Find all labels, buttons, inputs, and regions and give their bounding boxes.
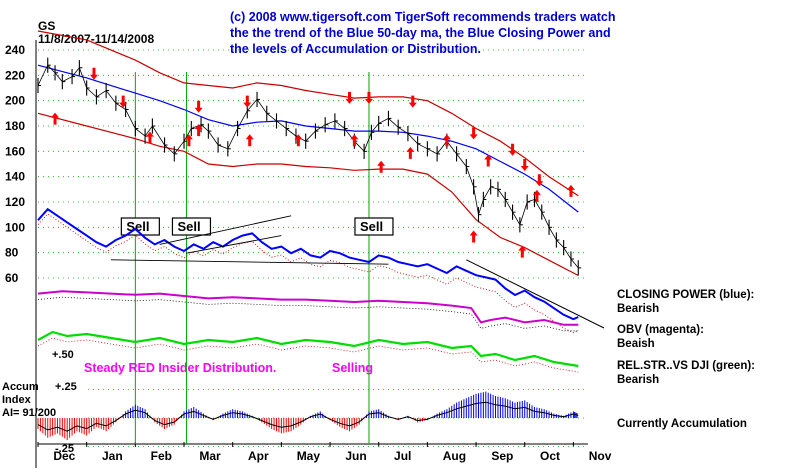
obv-ma-line [37, 296, 579, 332]
up-arrow [194, 124, 203, 137]
insider-annotation: Steady RED Insider Distribution. [84, 361, 276, 375]
month-label: Mar [199, 449, 221, 463]
cp-trendline-2 [186, 235, 282, 254]
obv-title: OBV (magenta): [617, 324, 704, 336]
commentary-line-3: the levels of Accumulation or Distributi… [230, 42, 481, 56]
month-label: Sep [491, 449, 513, 463]
sell-signal-label: Sell [360, 219, 383, 234]
accum-ai-value: AI= 91/200 [2, 407, 56, 419]
down-arrow [364, 91, 373, 104]
level-50-label: +.50 [52, 349, 74, 361]
up-arrow [294, 134, 303, 147]
y-tick-label: 60 [5, 271, 19, 285]
month-label: Aug [443, 449, 466, 463]
commentary-line-2: the the trend of the Blue 50-day ma, the… [230, 26, 611, 40]
y-tick-label: 240 [5, 43, 25, 57]
up-arrow [532, 189, 541, 202]
down-arrow [469, 127, 478, 140]
up-arrow [518, 245, 527, 258]
accum-bottom-level: -.25 [55, 443, 74, 455]
cp-trendline-1 [159, 215, 292, 245]
accum-title-1: Accum [2, 381, 39, 393]
y-tick-label: 180 [5, 119, 25, 133]
month-label: Nov [589, 449, 612, 463]
lower-band-line [37, 112, 579, 277]
closing-power-line [37, 207, 579, 321]
up-arrow [184, 134, 193, 147]
down-arrow [408, 95, 417, 108]
obv-line [37, 290, 579, 326]
relstr-status: Bearish [617, 374, 659, 386]
cp-downtrend-line [466, 259, 605, 329]
closing-power-ma-line [37, 213, 579, 334]
down-arrow [535, 174, 544, 187]
accum-status: Currently Accumulation [617, 418, 747, 430]
y-tick-label: 140 [5, 170, 25, 184]
cp-support-line [111, 259, 389, 265]
down-arrow [508, 143, 517, 156]
accum-title-2: Index [2, 394, 32, 406]
month-label: Apr [248, 449, 269, 463]
month-label: Feb [151, 449, 172, 463]
closing-power-title: CLOSING POWER (blue): [617, 289, 754, 301]
down-arrow [243, 95, 252, 108]
relstr-line [37, 330, 579, 368]
up-arrow [442, 134, 451, 147]
sell-signal-box [354, 217, 394, 236]
closing-power-status: Bearish [617, 303, 659, 315]
up-arrow [406, 146, 415, 159]
y-tick-label: 160 [5, 144, 25, 158]
ticker-label: GS [38, 19, 55, 33]
y-tick-label: 80 [5, 246, 19, 260]
down-arrow [520, 159, 529, 171]
up-arrow [350, 134, 359, 147]
month-label: Jul [394, 449, 411, 463]
up-arrow [51, 112, 60, 125]
month-label: May [297, 449, 321, 463]
down-arrow [119, 95, 128, 108]
month-label: Jun [345, 449, 366, 463]
month-label: Oct [540, 449, 560, 463]
sell-signal-box [171, 217, 212, 236]
commentary-line-1: (c) 2008 www.tigersoft.com TigerSoft rec… [230, 10, 616, 24]
down-arrow [89, 67, 98, 80]
up-arrow [377, 160, 386, 173]
obv-status: Beaish [617, 338, 655, 350]
accum-top-level: +.25 [55, 381, 77, 393]
y-tick-label: 120 [5, 195, 25, 209]
relstr-title: REL.STR..VS DJI (green): [617, 360, 755, 372]
selling-annotation: Selling [332, 361, 373, 375]
y-tick-label: 200 [5, 94, 25, 108]
y-tick-label: 220 [5, 68, 25, 82]
ma50-line [37, 64, 579, 213]
up-arrow [145, 131, 154, 144]
month-label: Dec [53, 449, 75, 463]
date-range-label: 11/8/2007-11/14/2008 [38, 32, 154, 46]
upper-band-line [37, 30, 579, 197]
month-label: Jan [102, 449, 123, 463]
up-arrow [469, 230, 478, 243]
down-arrow [345, 91, 354, 104]
accum-ma-line [37, 401, 579, 432]
down-arrow [194, 100, 203, 113]
up-arrow [566, 184, 575, 197]
up-arrow [245, 134, 254, 147]
sell-signal-label: Sell [177, 219, 200, 234]
y-tick-label: 100 [5, 220, 25, 234]
up-arrow [484, 154, 493, 167]
price-line [37, 64, 579, 269]
sell-signal-box [120, 217, 160, 236]
